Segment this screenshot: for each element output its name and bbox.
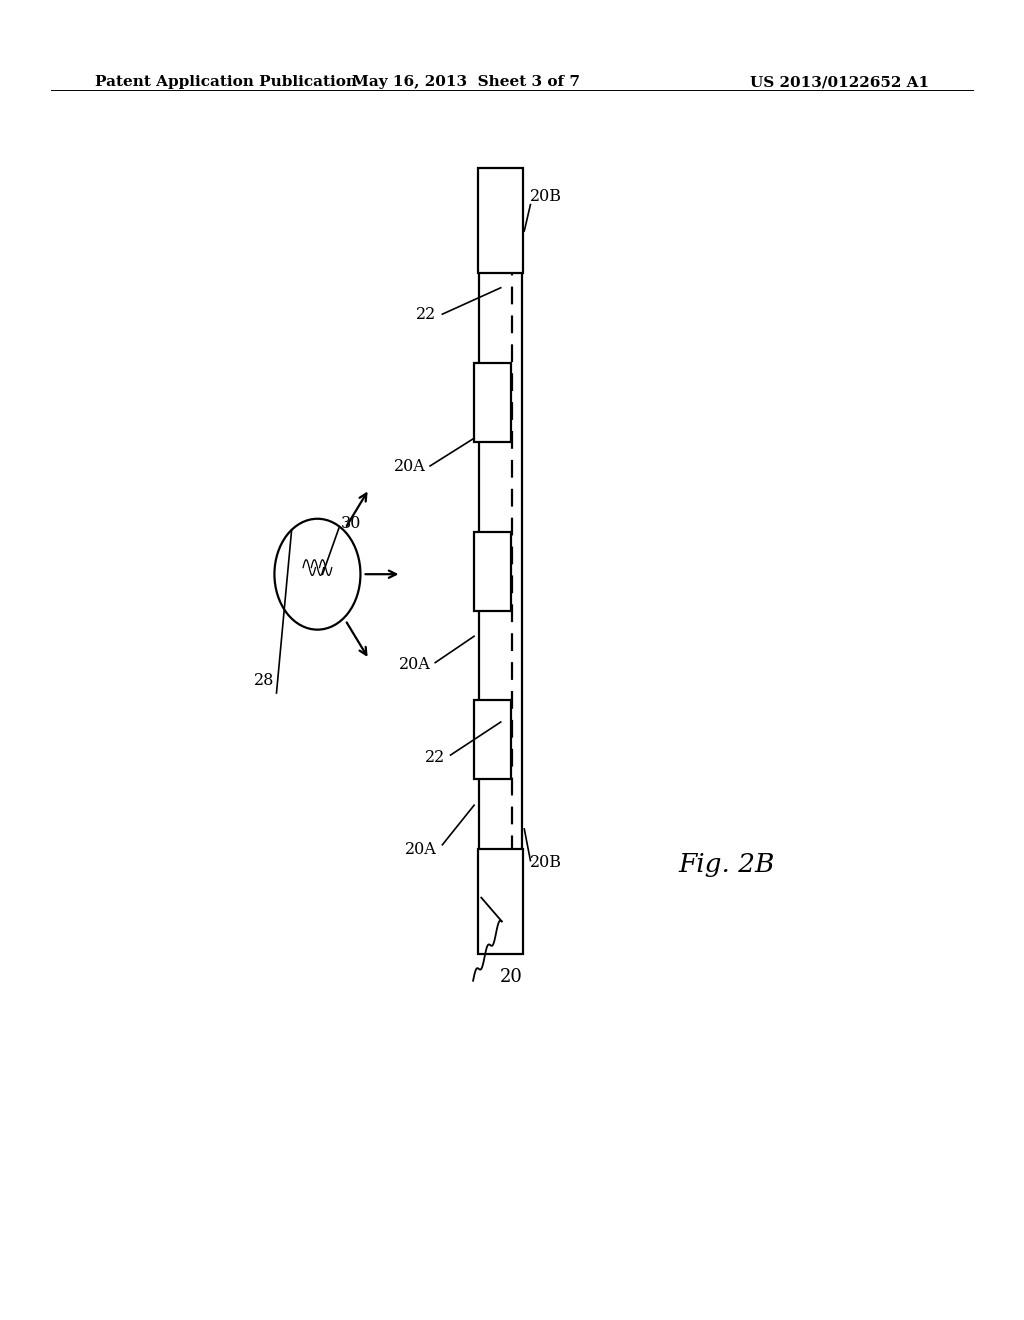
Text: 20: 20: [500, 968, 522, 986]
Text: US 2013/0122652 A1: US 2013/0122652 A1: [750, 75, 929, 90]
Text: Fig. 2B: Fig. 2B: [679, 853, 775, 876]
Text: 22: 22: [416, 306, 436, 323]
Circle shape: [274, 519, 360, 630]
Bar: [474, 700, 511, 779]
Text: 20A: 20A: [399, 656, 431, 673]
Bar: [478, 849, 523, 954]
Text: 30: 30: [341, 515, 361, 532]
Text: 28: 28: [254, 672, 274, 689]
Text: May 16, 2013  Sheet 3 of 7: May 16, 2013 Sheet 3 of 7: [352, 75, 580, 90]
Bar: [478, 168, 523, 273]
Bar: [474, 532, 511, 611]
Text: 20B: 20B: [530, 854, 562, 871]
Text: Patent Application Publication: Patent Application Publication: [95, 75, 357, 90]
Text: 20A: 20A: [394, 458, 426, 475]
Text: 20B: 20B: [530, 187, 562, 205]
Text: 22: 22: [425, 748, 445, 766]
Bar: [474, 363, 511, 442]
Text: 20A: 20A: [404, 841, 436, 858]
